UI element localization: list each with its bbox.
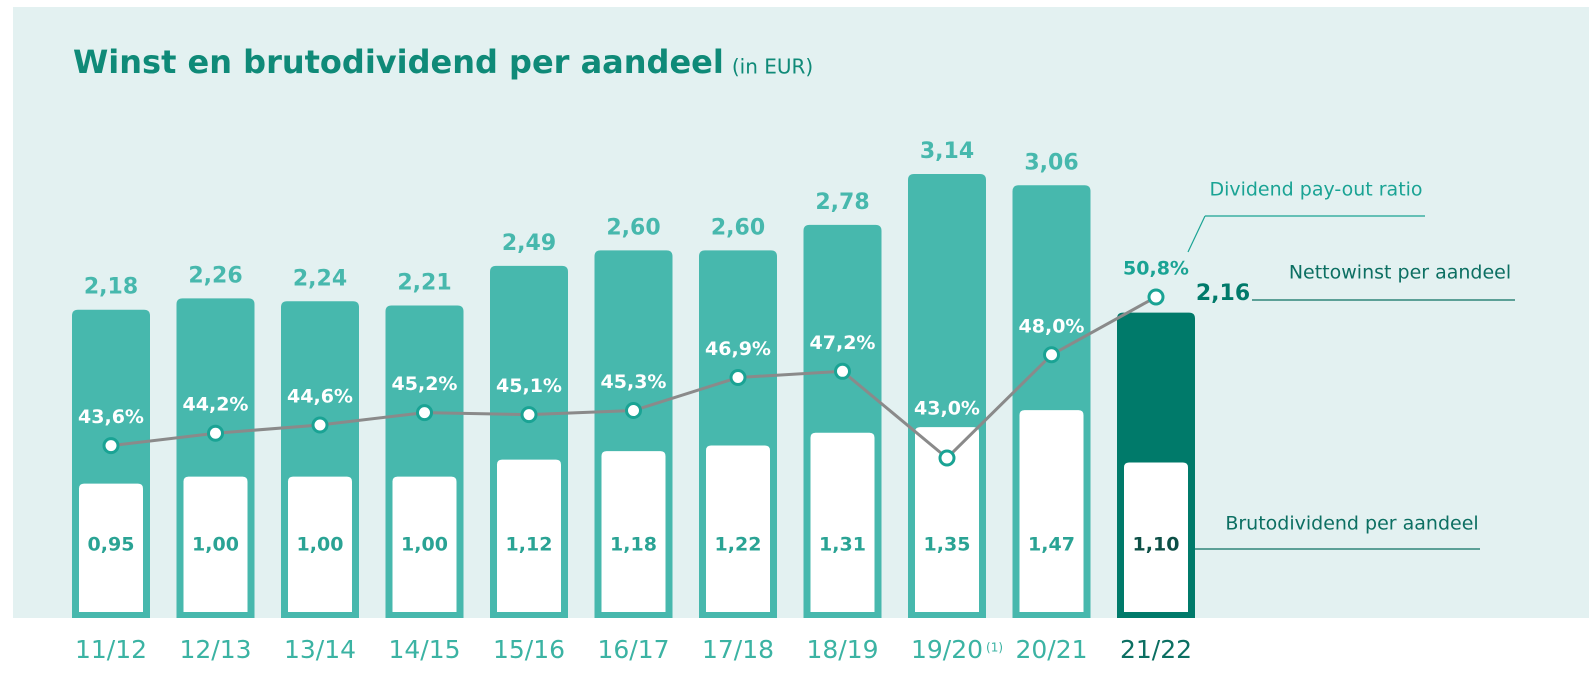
line-marker: [1043, 346, 1060, 364]
line-marker: [729, 369, 747, 386]
panel: [13, 7, 1589, 618]
value-label: 2,18: [84, 275, 138, 300]
x-tick-label: 18/19: [806, 635, 878, 664]
ratio-label: 43,0%: [914, 398, 980, 420]
x-tick-label: 21/22: [1120, 635, 1192, 664]
value-label: 3,06: [1024, 150, 1078, 175]
legend-label: Dividend pay-out ratio: [1209, 179, 1422, 201]
value-label: 1,10: [1133, 534, 1180, 556]
line-marker: [520, 406, 538, 424]
legend-label: Nettowinst per aandeel: [1289, 262, 1511, 284]
x-tick-label: 12/13: [179, 635, 251, 664]
ratio-label: 47,2%: [810, 332, 876, 354]
value-label: 2,21: [397, 271, 451, 296]
value-label: 1,35: [924, 534, 971, 556]
bar-inner: [1124, 462, 1188, 612]
ratio-label: 48,0%: [1019, 315, 1085, 337]
x-tick-label: 14/15: [388, 635, 460, 664]
ratio-label: 45,3%: [601, 371, 667, 393]
value-label: 2,78: [815, 190, 869, 215]
x-tick-label: 11/12: [75, 635, 147, 664]
value-label: 1,18: [610, 534, 657, 556]
value-label: 1,31: [819, 534, 866, 556]
x-tick-label: 13/14: [284, 635, 356, 664]
line-marker: [416, 404, 433, 422]
value-label: 2,24: [293, 266, 347, 291]
bar-inner: [79, 483, 143, 612]
bar-inner: [601, 451, 666, 612]
value-label: 0,95: [88, 534, 135, 556]
value-label: 2,60: [606, 215, 660, 240]
ratio-label: 45,2%: [392, 373, 458, 395]
ratio-label: 45,1%: [496, 375, 562, 397]
x-tick-label: 15/16: [493, 635, 565, 664]
value-label: 1,22: [715, 534, 762, 556]
bar-inner: [810, 432, 875, 612]
line-marker: [102, 437, 120, 455]
bar-inner: [288, 476, 352, 612]
x-tick-label: 20/21: [1015, 635, 1087, 664]
bar-inner: [915, 427, 979, 612]
bar-inner: [1019, 410, 1084, 612]
x-tick-label: 16/17: [597, 635, 669, 664]
line-marker: [207, 424, 224, 442]
bar-inner: [706, 445, 770, 612]
legend-line: [1187, 215, 1206, 253]
bar-inner: [183, 476, 248, 612]
value-label: 2,16: [1196, 281, 1250, 306]
value-label: 1,12: [506, 534, 553, 556]
x-tick-label: 19/20: [911, 635, 983, 664]
value-label: 1,00: [297, 534, 344, 556]
ratio-label: 50,8%: [1123, 258, 1189, 280]
line-marker: [1147, 288, 1165, 306]
bar-inner: [392, 476, 457, 612]
line-marker: [834, 362, 851, 380]
category-note: (1): [986, 641, 1003, 655]
line-marker: [625, 402, 642, 420]
value-label: 1,00: [401, 534, 448, 556]
ratio-label: 43,6%: [78, 406, 144, 428]
legend-label: Brutodividend per aandeel: [1225, 513, 1478, 535]
line-marker: [938, 449, 956, 467]
bar-inner: [497, 459, 561, 612]
chart-title: Winst en brutodividend per aandeel: [73, 43, 724, 81]
x-tick-label: 17/18: [702, 635, 774, 664]
chart-subtitle: (in EUR): [732, 55, 813, 79]
value-label: 2,26: [188, 263, 242, 288]
ratio-label: 44,2%: [183, 394, 249, 416]
value-label: 2,60: [711, 215, 765, 240]
value-label: 1,00: [192, 534, 239, 556]
ratio-label: 46,9%: [705, 338, 771, 360]
value-label: 3,14: [920, 139, 974, 164]
value-label: 2,49: [502, 231, 556, 256]
value-label: 1,47: [1028, 534, 1075, 556]
line-marker: [311, 416, 329, 434]
ratio-label: 44,6%: [287, 385, 353, 407]
